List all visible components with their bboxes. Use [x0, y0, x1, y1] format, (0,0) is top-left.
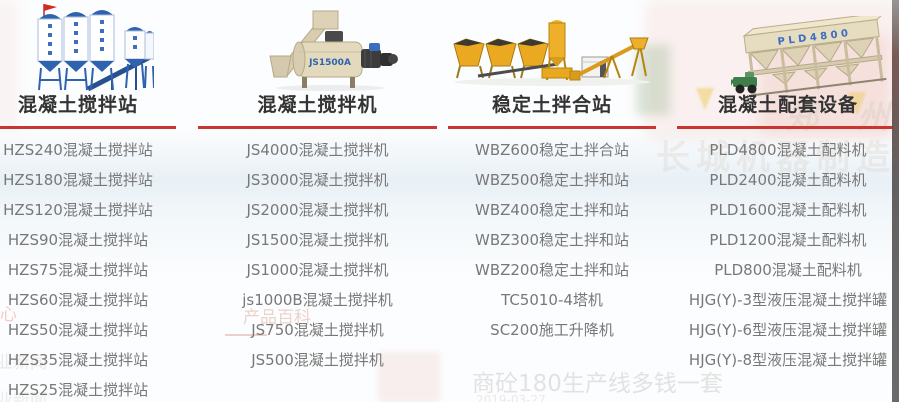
concrete-mixer-image[interactable]: JS1500A [268, 8, 398, 92]
product-link[interactable]: WBZ500稳定土拌和站 [474, 171, 630, 189]
stabilized-soil-plant-image[interactable] [452, 14, 652, 92]
product-list-concrete-mixer: JS4000混凝土搅拌机 JS3000混凝土搅拌机 JS2000混凝土搅拌机 JS15… [198, 135, 437, 375]
category-title-concrete-mixer[interactable]: 混凝土搅拌机 [257, 94, 378, 116]
category-underline [0, 126, 176, 129]
category-underline [677, 126, 893, 129]
product-link[interactable]: HZS35混凝土搅拌站 [7, 351, 149, 369]
product-link[interactable]: HZS60混凝土搅拌站 [7, 291, 149, 309]
product-link[interactable]: JS3000混凝土搅拌机 [246, 171, 389, 189]
product-link[interactable]: HJG(Y)-8型液压混凝土搅拌罐 [688, 351, 888, 369]
product-link[interactable]: HJG(Y)-6型液压混凝土搅拌罐 [688, 321, 888, 339]
product-link[interactable]: HZS120混凝土搅拌站 [3, 201, 153, 219]
product-link[interactable]: HZS25混凝土搅拌站 [7, 381, 149, 399]
product-link[interactable]: JS1500混凝土搅拌机 [246, 231, 389, 249]
product-link[interactable]: JS4000混凝土搅拌机 [246, 141, 389, 159]
category-underline [448, 126, 656, 129]
product-link[interactable]: SC200施工升降机 [490, 321, 614, 339]
product-link[interactable]: HZS180混凝土搅拌站 [3, 171, 153, 189]
mixer-model-label: JS1500A [308, 58, 351, 68]
category-underline [198, 126, 437, 129]
product-link[interactable]: PLD1600混凝土配料机 [709, 201, 867, 219]
product-link[interactable]: JS2000混凝土搅拌机 [246, 201, 389, 219]
product-list-batching-plant: HZS240混凝土搅拌站 HZS180混凝土搅拌站 HZS120混凝土搅拌站 HZS9… [0, 135, 156, 402]
concrete-batching-plant-image[interactable] [32, 2, 155, 92]
product-link[interactable]: PLD2400混凝土配料机 [709, 171, 867, 189]
category-title-support-equipment[interactable]: 混凝土配套设备 [717, 94, 858, 116]
product-link[interactable]: PLD4800混凝土配料机 [709, 141, 867, 159]
product-link[interactable]: HZS75混凝土搅拌站 [7, 261, 149, 279]
product-link[interactable]: JS750混凝土搅拌机 [251, 321, 384, 339]
product-link[interactable]: WBZ600稳定土拌合站 [474, 141, 630, 159]
product-link[interactable]: HZS240混凝土搅拌站 [3, 141, 153, 159]
product-link[interactable]: WBZ300稳定土拌和站 [474, 231, 630, 249]
product-link[interactable]: PLD1200混凝土配料机 [709, 231, 867, 249]
product-link[interactable]: HZS50混凝土搅拌站 [7, 321, 149, 339]
product-link[interactable]: HZS90混凝土搅拌站 [7, 231, 149, 249]
product-link[interactable]: TC5010-4塔机 [501, 291, 603, 309]
product-link[interactable]: js1000B混凝土搅拌机 [242, 291, 393, 309]
product-link[interactable]: WBZ400稳定土拌和站 [474, 201, 630, 219]
category-title-soil-plant[interactable]: 稳定土拌合站 [491, 94, 612, 116]
product-link[interactable]: WBZ200稳定土拌和站 [474, 261, 630, 279]
product-list-support-equipment: PLD4800混凝土配料机 PLD2400混凝土配料机 PLD1600混凝土配料机 P… [677, 135, 899, 375]
product-link[interactable]: JS1000混凝土搅拌机 [246, 261, 389, 279]
product-link[interactable]: JS500混凝土搅拌机 [251, 351, 384, 369]
watermark-article-date: 2019-03-27 [476, 393, 546, 402]
product-list-soil-plant: WBZ600稳定土拌合站 WBZ500稳定土拌和站 WBZ400稳定土拌和站 WBZ3… [448, 135, 656, 345]
category-title-batching-plant[interactable]: 混凝土搅拌站 [17, 94, 138, 116]
concrete-batcher-image[interactable]: P L D 4 8 0 0 [727, 11, 889, 98]
product-link[interactable]: PLD800混凝土配料机 [714, 261, 862, 279]
product-link[interactable]: HJG(Y)-3型液压混凝土搅拌罐 [688, 291, 888, 309]
